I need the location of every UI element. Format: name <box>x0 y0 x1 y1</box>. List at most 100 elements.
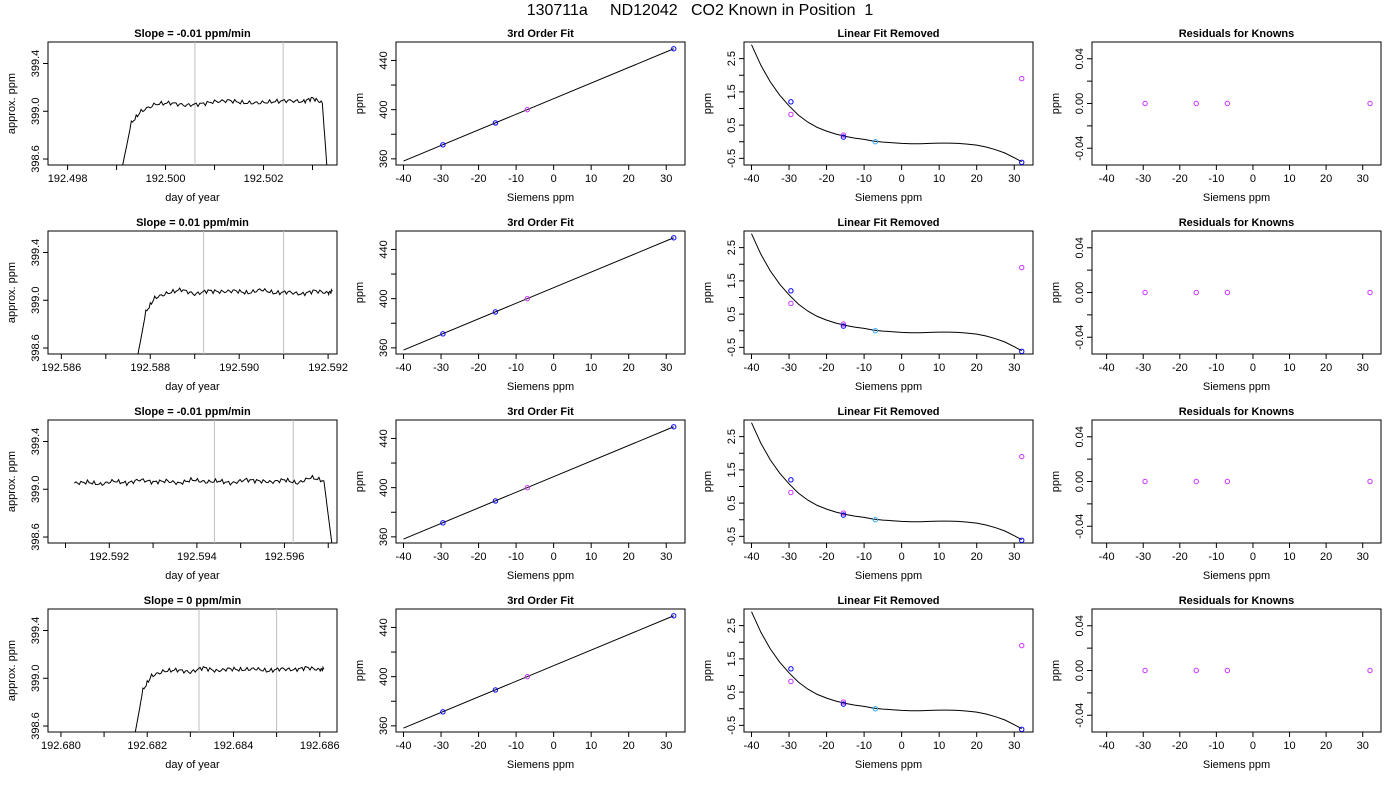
y-tick-label: 399.4 <box>30 50 42 78</box>
y-tick-label: 360 <box>378 339 390 357</box>
x-tick-label: 192.596 <box>265 551 305 563</box>
x-tick-label: 0 <box>551 551 557 563</box>
data-point <box>872 139 879 145</box>
fit-line <box>403 615 674 729</box>
x-tick-label: -30 <box>781 740 797 752</box>
x-tick-label: -40 <box>744 551 760 563</box>
panel-res-row-4: Residuals for Knowns -40 -30 -20 -10 0 10 20 30 -… <box>1050 595 1382 771</box>
panel-fit-row-1: 3rd Order Fit -40 -30 -20 -10 0 10 20 30 360 400 44… <box>354 28 686 204</box>
x-tick-label: -20 <box>471 551 487 563</box>
plot-area <box>751 611 1025 732</box>
y-tick-label: 399.4 <box>30 617 42 645</box>
plot-area <box>403 424 677 540</box>
residual-curve <box>751 233 1022 352</box>
data-point <box>1142 289 1148 296</box>
data-point <box>492 120 499 126</box>
data-point <box>788 678 794 685</box>
residual-curve <box>751 611 1022 730</box>
y-tick-label: 399.4 <box>30 239 42 267</box>
y-tick-label: 0.04 <box>1074 48 1086 69</box>
panel-title: 3rd Order Fit <box>507 595 574 607</box>
x-tick-label: -20 <box>1172 173 1188 185</box>
x-axis-label: Siemens ppm <box>855 570 922 582</box>
y-axis-label: ppm <box>354 93 366 114</box>
y-tick-label: 1.5 <box>726 462 738 477</box>
x-tick-label: 30 <box>1357 551 1369 563</box>
x-axis-label: Siemens ppm <box>855 381 922 393</box>
panel-title: Residuals for Knowns <box>1179 595 1295 607</box>
plot-frame <box>47 230 338 355</box>
y-tick-label: 1.5 <box>726 651 738 666</box>
plot-frame <box>395 419 686 544</box>
y-tick-label: 0.5 <box>726 684 738 699</box>
y-tick-label: 400 <box>378 289 390 307</box>
x-tick-label: 20 <box>971 362 983 374</box>
panel-title: Residuals for Knowns <box>1179 406 1295 418</box>
data-point <box>788 288 794 294</box>
x-tick-label: -10 <box>1208 362 1224 374</box>
panel-lin-row-4: Linear Fit Removed -40 -30 -20 -10 0 10 20 30 -0.… <box>702 595 1034 771</box>
x-tick-label: -20 <box>471 362 487 374</box>
x-tick-label: 0 <box>1250 551 1256 563</box>
x-axis-label: Siemens ppm <box>1203 570 1270 582</box>
plot-frame <box>1091 41 1382 166</box>
x-axis-label: Siemens ppm <box>507 381 574 393</box>
x-tick-label: 0 <box>551 740 557 752</box>
x-tick-label: 10 <box>585 740 597 752</box>
residual-curve <box>751 422 1022 541</box>
fit-line <box>403 426 674 540</box>
y-tick-label: 440 <box>378 618 390 636</box>
y-tick-label: 398.6 <box>30 523 42 551</box>
plot-frame <box>395 608 686 733</box>
y-axis-label: approx. ppm <box>6 262 18 323</box>
data-point <box>872 517 879 523</box>
plot-frame <box>1091 419 1382 544</box>
x-tick-label: 20 <box>1320 362 1332 374</box>
x-tick-label: 30 <box>1357 362 1369 374</box>
plot-area <box>1142 478 1373 485</box>
y-tick-label: 399.4 <box>30 428 42 456</box>
y-tick-label: 0.04 <box>1074 237 1086 258</box>
x-tick-label: -40 <box>396 173 412 185</box>
x-axis-label: Siemens ppm <box>855 759 922 771</box>
x-tick-label: 10 <box>933 551 945 563</box>
x-tick-label: -30 <box>433 551 449 563</box>
y-axis-label: approx. ppm <box>6 640 18 701</box>
data-point <box>1224 289 1231 296</box>
x-tick-label: -30 <box>781 173 797 185</box>
data-point <box>840 512 847 518</box>
plot-area <box>122 42 328 165</box>
data-point <box>1367 667 1373 674</box>
y-tick-label: -0.5 <box>726 527 738 546</box>
panel-lin-row-2: Linear Fit Removed -40 -30 -20 -10 0 10 20 30 -0.… <box>702 217 1034 393</box>
data-point <box>524 106 531 113</box>
plot-area <box>751 44 1025 165</box>
data-point <box>840 323 847 329</box>
x-tick-label: 10 <box>1283 362 1295 374</box>
plot-area <box>134 609 325 732</box>
y-tick-label: 440 <box>378 429 390 447</box>
plot-area <box>403 235 677 351</box>
x-tick-label: 10 <box>933 173 945 185</box>
y-axis-label: ppm <box>1050 282 1062 303</box>
y-tick-label: 2.5 <box>726 51 738 66</box>
panel-lin-row-3: Linear Fit Removed -40 -30 -20 -10 0 10 20 30 -0.… <box>702 406 1034 582</box>
x-axis-label: Siemens ppm <box>855 192 922 204</box>
x-tick-label: -30 <box>433 362 449 374</box>
data-point <box>1193 289 1199 296</box>
panel-res-row-3: Residuals for Knowns -40 -30 -20 -10 0 10 20 30 -… <box>1050 406 1382 582</box>
y-tick-label: 398.6 <box>30 145 42 173</box>
x-tick-label: 0 <box>899 551 905 563</box>
x-tick-label: -10 <box>1208 551 1224 563</box>
data-point <box>788 99 794 105</box>
y-tick-label: 399.0 <box>30 664 42 692</box>
panel-title: Linear Fit Removed <box>837 217 939 229</box>
x-tick-label: -40 <box>744 740 760 752</box>
plot-area <box>403 46 677 162</box>
y-tick-label: 360 <box>378 528 390 546</box>
panel-title: 3rd Order Fit <box>507 28 574 40</box>
x-axis-label: day of year <box>165 759 220 771</box>
x-tick-label: 0 <box>1250 740 1256 752</box>
data-point <box>788 489 794 496</box>
plot-frame <box>743 41 1034 166</box>
